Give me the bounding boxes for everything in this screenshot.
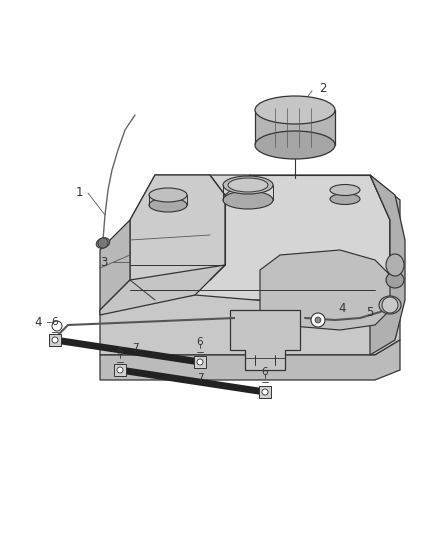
Ellipse shape bbox=[255, 96, 335, 124]
Text: 4: 4 bbox=[35, 316, 42, 328]
Circle shape bbox=[382, 297, 398, 313]
Ellipse shape bbox=[149, 198, 187, 212]
Ellipse shape bbox=[255, 131, 335, 159]
Polygon shape bbox=[49, 334, 61, 346]
Ellipse shape bbox=[96, 238, 110, 248]
Polygon shape bbox=[259, 386, 271, 398]
Polygon shape bbox=[370, 175, 405, 355]
Text: 3: 3 bbox=[101, 255, 108, 269]
Circle shape bbox=[117, 367, 123, 373]
Polygon shape bbox=[230, 310, 300, 370]
Polygon shape bbox=[255, 110, 335, 145]
Text: 1: 1 bbox=[75, 187, 83, 199]
Ellipse shape bbox=[330, 193, 360, 205]
Circle shape bbox=[311, 313, 325, 327]
Ellipse shape bbox=[228, 178, 268, 192]
Circle shape bbox=[52, 337, 58, 343]
Polygon shape bbox=[114, 364, 126, 376]
Text: 4: 4 bbox=[338, 302, 346, 314]
Ellipse shape bbox=[379, 296, 401, 314]
Text: 5: 5 bbox=[366, 306, 373, 319]
Text: 6: 6 bbox=[52, 317, 58, 327]
Text: 7: 7 bbox=[197, 373, 203, 383]
Ellipse shape bbox=[386, 272, 404, 288]
Polygon shape bbox=[370, 175, 400, 310]
Text: 6: 6 bbox=[117, 347, 124, 357]
Text: 7: 7 bbox=[132, 343, 138, 353]
Polygon shape bbox=[100, 340, 400, 380]
Text: 6: 6 bbox=[261, 367, 268, 377]
Ellipse shape bbox=[149, 188, 187, 202]
Ellipse shape bbox=[223, 176, 273, 194]
Polygon shape bbox=[194, 356, 206, 368]
Circle shape bbox=[315, 317, 321, 323]
Ellipse shape bbox=[386, 254, 404, 276]
Circle shape bbox=[98, 238, 108, 248]
Circle shape bbox=[262, 389, 268, 395]
Circle shape bbox=[52, 321, 62, 331]
Polygon shape bbox=[100, 220, 130, 310]
Circle shape bbox=[197, 359, 203, 365]
Polygon shape bbox=[260, 250, 390, 330]
Ellipse shape bbox=[223, 191, 273, 209]
Polygon shape bbox=[100, 265, 225, 315]
Polygon shape bbox=[130, 175, 225, 280]
Ellipse shape bbox=[330, 184, 360, 196]
Text: 2: 2 bbox=[319, 82, 327, 94]
Text: 6: 6 bbox=[197, 337, 203, 347]
Polygon shape bbox=[130, 175, 390, 300]
Polygon shape bbox=[100, 295, 400, 355]
